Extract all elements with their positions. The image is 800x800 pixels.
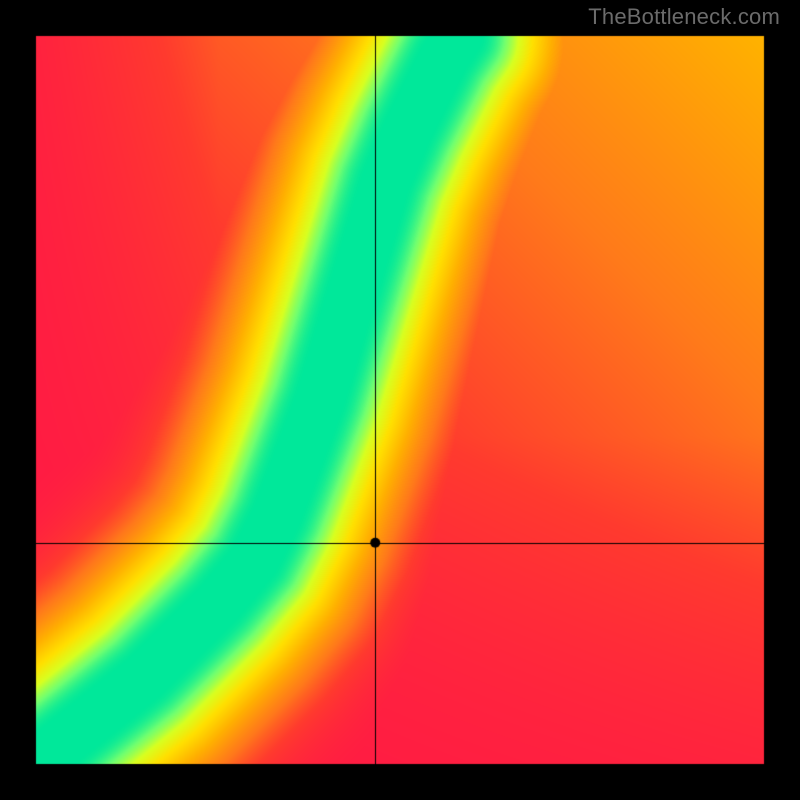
heatmap-canvas bbox=[0, 0, 800, 800]
chart-container: TheBottleneck.com bbox=[0, 0, 800, 800]
watermark-text: TheBottleneck.com bbox=[588, 4, 780, 30]
